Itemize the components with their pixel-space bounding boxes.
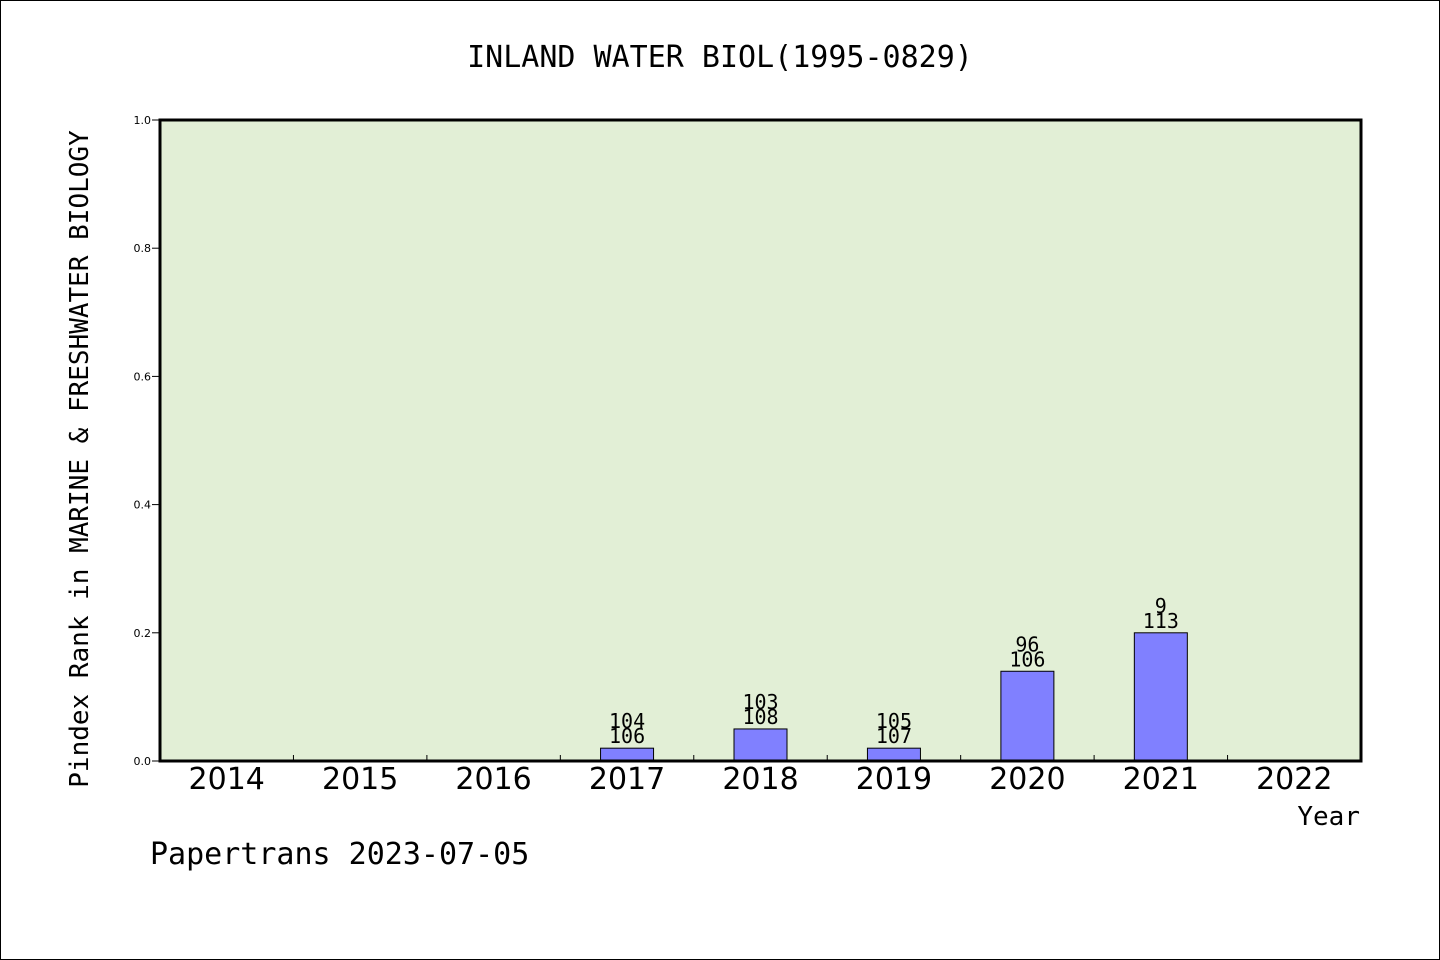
bar: [1000, 670, 1055, 762]
bar-label-top: 105: [876, 709, 912, 733]
x-tick-label: 2021: [1123, 762, 1199, 797]
y-tick-label: 0.2: [134, 627, 152, 640]
bars-group: [600, 632, 1188, 762]
bar: [1133, 632, 1188, 762]
bar-label-top: 103: [742, 690, 778, 714]
bar-label-top: 104: [609, 709, 645, 733]
bar-label-bottom: 106: [1009, 647, 1045, 671]
bar: [733, 728, 788, 762]
bar: [866, 747, 921, 762]
x-axis-label: Year: [1297, 802, 1360, 832]
x-tick-label: 2015: [322, 762, 398, 797]
y-tick-label: 1.0: [134, 114, 152, 127]
y-tick-label: 0.4: [134, 499, 152, 512]
y-tick-label: 0.0: [134, 755, 152, 768]
bar-label-top: 9: [1155, 594, 1167, 618]
y-axis: 0.0 0.2 0.4 0.6 0.8 1.0: [134, 114, 160, 768]
bar-label-bottom: 108: [742, 705, 778, 729]
footer-credit: Papertrans 2023-07-05: [150, 837, 529, 872]
y-axis-label: Pindex Rank in MARINE & FRESHWATER BIOLO…: [65, 130, 95, 788]
bar-label-bottom: 113: [1143, 609, 1179, 633]
bar-label-top: 96: [1015, 632, 1039, 656]
y-tick-label: 0.6: [134, 370, 152, 383]
bar: [600, 747, 655, 762]
x-tick-label: 2017: [589, 762, 665, 797]
x-tick-label: 2018: [722, 762, 798, 797]
plot-border: [158, 118, 1363, 763]
x-axis: 2014 2015 2016 2017 2018 2019 2020 2021 2022: [189, 755, 1332, 797]
x-tick-label: 2014: [189, 762, 265, 797]
x-tick-label: 2016: [455, 762, 531, 797]
x-tick-label: 2019: [856, 762, 932, 797]
y-tick-label: 0.8: [134, 242, 152, 255]
x-tick-label: 2022: [1256, 762, 1332, 797]
bar-label-bottom: 106: [609, 724, 645, 748]
x-tick-label: 2020: [989, 762, 1065, 797]
chart-title: INLAND WATER BIOL(1995-0829): [467, 40, 973, 75]
bar-label-bottom: 107: [876, 724, 912, 748]
